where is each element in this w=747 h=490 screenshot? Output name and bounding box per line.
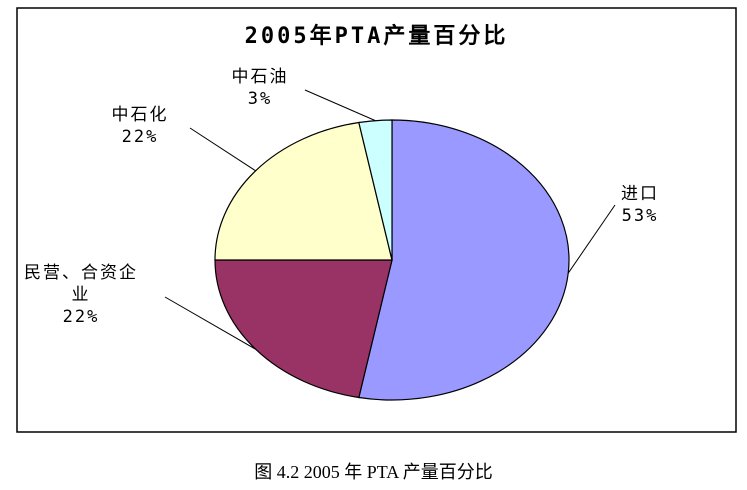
pie-slice [214, 121, 393, 261]
pie-slice [214, 259, 393, 399]
category-label: 中石油 [231, 67, 289, 87]
leader-line [304, 89, 376, 122]
category-label: 民营、合资企业 [24, 263, 138, 305]
leader-line [567, 204, 616, 274]
slice-label: 进口 53% [600, 183, 680, 227]
value-label: 22% [62, 307, 100, 327]
value-label: 53% [621, 206, 659, 226]
slice-label: 中石油 3% [215, 66, 305, 110]
value-label: 3% [247, 89, 273, 109]
leader-line [189, 127, 256, 172]
slice-label: 民营、合资企业 22% [22, 262, 140, 328]
category-label: 中石化 [111, 105, 169, 125]
figure-caption: 图 4.2 2005 年 PTA 产量百分比 [254, 462, 493, 482]
value-label: 22% [121, 127, 159, 147]
category-label: 进口 [621, 184, 659, 204]
slice-label: 中石化 22% [100, 104, 180, 148]
leader-line [164, 296, 256, 350]
chart-title: 2005年PTA产量百分比 [244, 24, 509, 49]
